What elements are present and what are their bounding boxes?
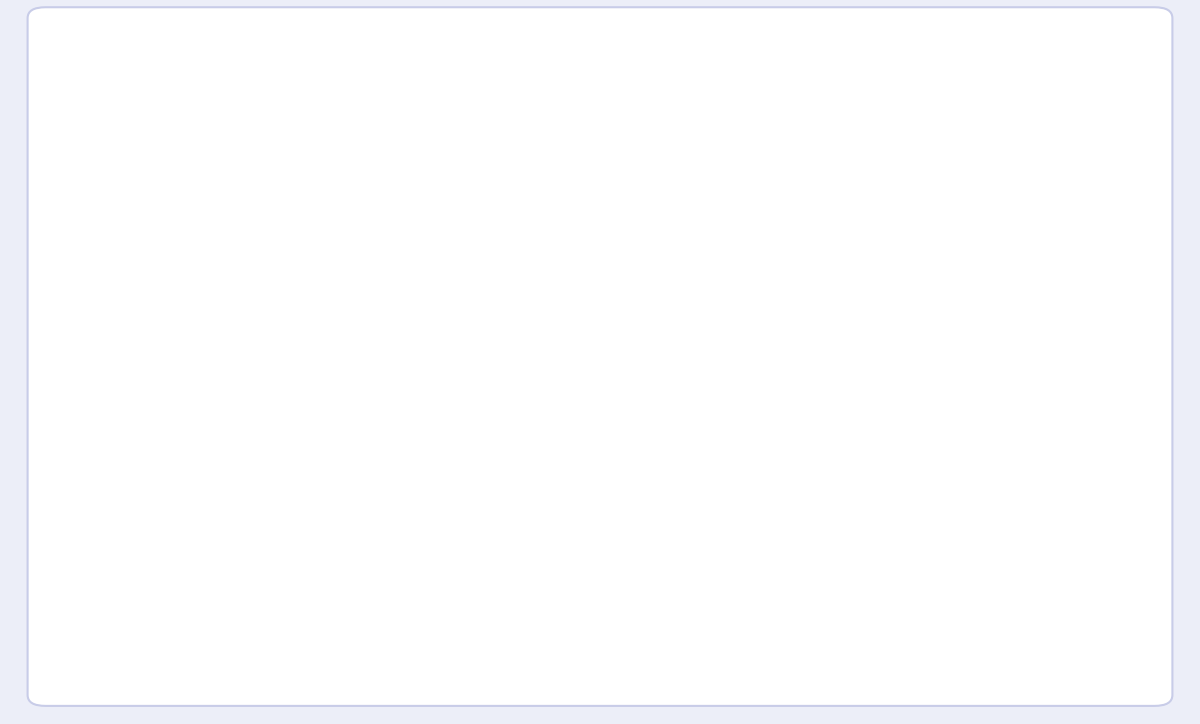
Text: $= \dfrac{9\mathit{x}^2}{\ln\ 9\mathit{x}} + 2\mathit{x}\ \ln\ 9\mathit{x}$: $= \dfrac{9\mathit{x}^2}{\ln\ 9\mathit{x…: [114, 439, 325, 487]
Text: $\mathit{U\ \sin g\ product\ formula\ i.\ e}\ \left(\mathit{uv}\right)' = \mathi: $\mathit{U\ \sin g\ product\ formula\ i.…: [114, 329, 569, 355]
Text: $\mathbf{\dfrac{9x^2}{\ln\ 9x} + 2x\ \ln\ 9x}$: $\mathbf{\dfrac{9x^2}{\ln\ 9x} + 2x\ \ln…: [418, 479, 608, 527]
Text: $\mathbf{\mathit{Hence}\ \mathit{f}'\!\left(\mathit{x}\right) ==}$: $\mathbf{\mathit{Hence}\ \mathit{f}'\!\l…: [114, 490, 293, 516]
Text: Step 2: Step 2: [114, 66, 194, 86]
Text: Solution:: Solution:: [114, 102, 220, 122]
Circle shape: [42, 56, 109, 96]
Text: $\mathit{Differentiating\ both\ side\ wrt\ x}$: $\mathit{Differentiating\ both\ side\ wr…: [114, 219, 431, 244]
Text: $= \mathit{x}^2 \times \dfrac{1}{\ln\ 9\mathit{x}}\ \dfrac{d}{dx}9\mathit{x} + \: $= \mathit{x}^2 \times \dfrac{1}{\ln\ 9\…: [114, 418, 462, 462]
Text: $\mathit{f}'\!\left(\mathit{x}\right) = \dfrac{d}{dx}\left(\mathit{x}^2\ \mathit: $\mathit{f}'\!\left(\mathit{x}\right) = …: [114, 268, 320, 311]
FancyBboxPatch shape: [348, 487, 678, 549]
Text: 342.: 342.: [114, 142, 161, 162]
Text: $\mathit{Given}\ \mathit{f}\!\left(\mathit{x}\right) = \mathit{x}^2\ \mathit{\ln: $\mathit{Given}\ \mathit{f}\!\left(\math…: [114, 174, 340, 202]
Text: $= \mathit{x}^2\ \dfrac{d}{dx}\ln\ 9\mathit{x} + \ln\ 9\mathit{x}\ \dfrac{d}{dx}: $= \mathit{x}^2\ \dfrac{d}{dx}\ln\ 9\mat…: [114, 371, 409, 414]
